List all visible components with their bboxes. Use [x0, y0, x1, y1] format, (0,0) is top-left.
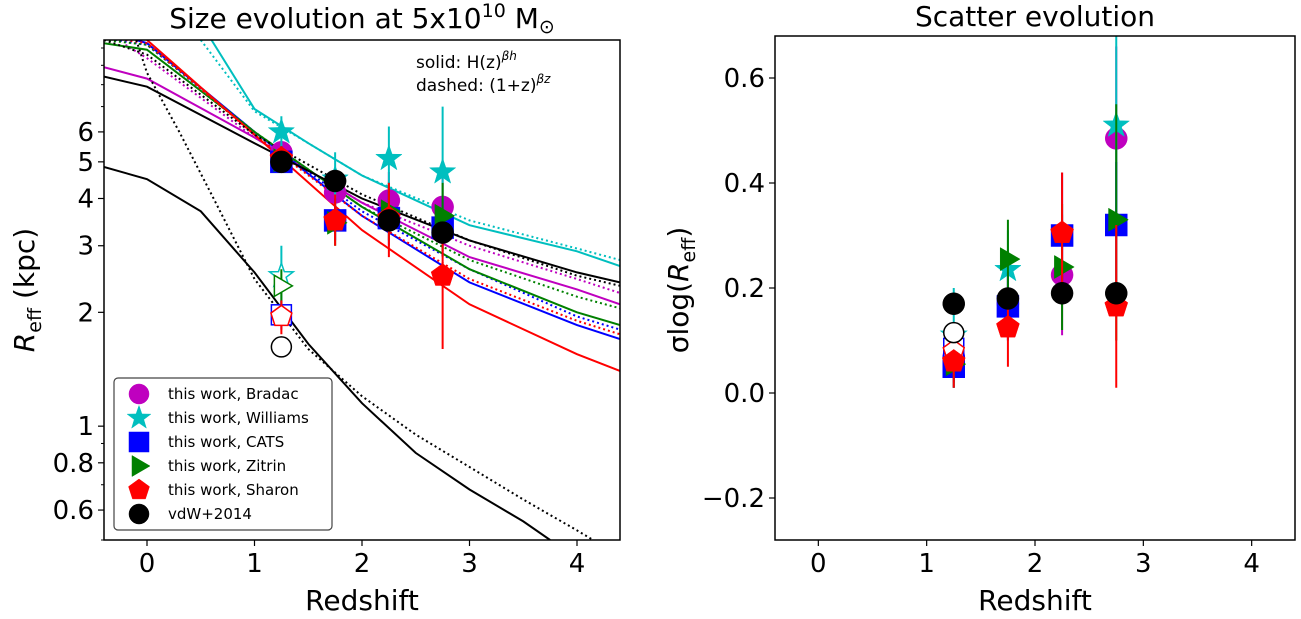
legend-marker-cats: [128, 431, 150, 453]
williams-point: [428, 157, 457, 184]
size-evolution-plot-area: [104, 40, 620, 540]
legend-marker-zitrin: [131, 455, 151, 477]
sharon-point: [941, 349, 966, 372]
legend-box: [113, 377, 333, 531]
legend-marker-bradac: [128, 383, 150, 405]
y-tick-label: 5: [77, 148, 94, 178]
legend-label: this work, Zitrin: [168, 457, 286, 475]
solid-line-annotation: solid: H(z)βh: [416, 49, 517, 73]
williams-point: [267, 117, 296, 144]
y-tick-label: 0.0: [724, 379, 765, 409]
vdw-point: [1105, 282, 1128, 305]
legend-label: vdW+2014: [168, 505, 252, 523]
scatter-evolution-x-axis-label: Redshift: [978, 584, 1092, 617]
x-tick-label: 4: [569, 549, 586, 579]
y-tick-label: 4: [77, 184, 94, 214]
vdw-open-point: [943, 321, 965, 344]
legend-label: this work, Bradac: [168, 385, 299, 403]
x-tick-label: 1: [246, 549, 263, 579]
dashed-line-annotation: dashed: (1+z)βz: [416, 72, 551, 96]
x-tick-label: 2: [1027, 549, 1044, 579]
x-tick-label: 3: [461, 549, 478, 579]
x-tick-label: 3: [1135, 549, 1152, 579]
zitrin-open-point: [273, 274, 294, 298]
legend: this work, Bradac this work, Williams this…: [113, 377, 333, 531]
scatter-evolution-panel: 0 1 2 3 4−0.20.00.20.40.6 Scatter evolution …: [662, 0, 1296, 617]
williams-point: [375, 144, 403, 171]
zitrin-point: [999, 247, 1021, 272]
x-tick-label: 2: [354, 549, 371, 579]
sharon-open-point: [270, 304, 293, 327]
model-annotation: solid: H(z)βh dashed: (1+z)βz: [416, 49, 551, 96]
legend-label: this work, CATS: [168, 433, 284, 451]
vdw-dashed-fit-line-2: [135, 40, 594, 540]
legend-marker-sharon: [128, 478, 150, 500]
y-tick-label: 0.8: [53, 449, 94, 479]
vdw-point: [377, 209, 401, 232]
size-evolution-ticks: 0 1 2 3 4 0.6 0.8 1 2 3 4 56: [53, 47, 586, 579]
size-evolution-title: Size evolution at 5x1010 M⊙: [169, 0, 555, 38]
vdw-solid-fit-line: [104, 75, 620, 284]
sharon-point: [323, 208, 347, 231]
size-evolution-y-axis-label: Reff (kpc): [8, 228, 46, 352]
legend-marker-vdw: [128, 503, 150, 525]
scatter-evolution-plot-area: [939, 36, 1131, 388]
x-tick-label: 4: [1243, 549, 1260, 579]
size-evolution-x-axis-label: Redshift: [305, 584, 419, 617]
y-tick-label: 2: [77, 298, 94, 328]
y-tick-label: 0.6: [53, 496, 94, 526]
vdw-dashed-fit-line: [104, 40, 620, 287]
bradac-solid-fit-line: [104, 66, 620, 306]
bradac-dashed-fit-line: [124, 43, 620, 294]
y-tick-label: 1: [77, 412, 94, 442]
vdw-open-point: [270, 336, 293, 358]
zitrin-dashed-fit-line: [104, 40, 620, 310]
y-tick-label: 0.2: [724, 274, 765, 304]
legend-label: this work, Williams: [168, 409, 309, 427]
sharon-solid-fit-line: [146, 40, 620, 372]
legend-marker-williams: [126, 404, 152, 429]
legend-label: this work, Sharon: [168, 481, 299, 499]
x-tick-label: 0: [810, 549, 827, 579]
x-tick-label: 1: [918, 549, 935, 579]
zitrin-point: [1108, 207, 1129, 232]
sharon-point: [996, 314, 1020, 338]
scatter-evolution-ticks: 0 1 2 3 4 −0.2 0.0 0.2 0.4 0.6: [702, 64, 1260, 579]
y-tick-label: 0.4: [724, 169, 765, 199]
sharon-point: [1050, 220, 1074, 243]
vdw-point: [270, 150, 293, 174]
vdw-point: [996, 287, 1020, 310]
y-tick-label: 3: [77, 232, 94, 262]
williams-solid-fit-line: [210, 40, 620, 268]
scatter-evolution-title: Scatter evolution: [915, 0, 1155, 33]
scatter-evolution-y-axis-label: σlog(Reff): [662, 227, 700, 354]
vdw-point: [942, 292, 965, 315]
size-evolution-panel: 0 1 2 3 4 0.6 0.8 1 2 3 4 56 Size evolution at 5x10…: [8, 0, 621, 617]
zitrin-solid-fit-line: [104, 42, 620, 327]
y-tick-label: 6: [77, 118, 94, 148]
sharon-dashed-fit-line: [125, 40, 620, 336]
sharon-point: [430, 263, 455, 286]
zitrin-point: [1054, 255, 1075, 279]
scatter-evolution-axes-frame: [774, 35, 1296, 541]
vdw-point: [431, 221, 454, 244]
vdw-point: [1050, 282, 1074, 305]
y-tick-label: 0.6: [724, 64, 765, 94]
y-tick-label: −0.2: [702, 484, 765, 514]
vdw-point: [323, 169, 347, 193]
x-tick-label: 0: [139, 549, 156, 579]
